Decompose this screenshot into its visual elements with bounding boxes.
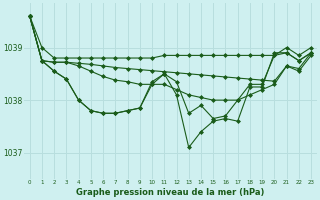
X-axis label: Graphe pression niveau de la mer (hPa): Graphe pression niveau de la mer (hPa)	[76, 188, 265, 197]
